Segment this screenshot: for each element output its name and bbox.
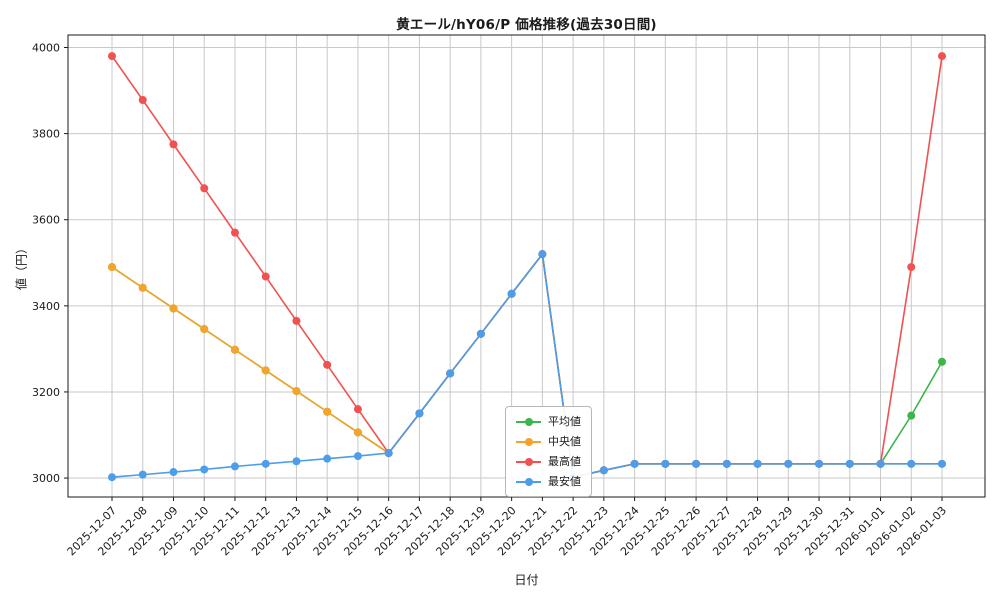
series-marker-min bbox=[476, 329, 485, 338]
series-marker-min bbox=[138, 470, 147, 479]
series-marker-min bbox=[845, 459, 854, 468]
series-marker-min bbox=[353, 452, 362, 461]
series-marker-max bbox=[907, 263, 916, 272]
series-marker-min bbox=[876, 459, 885, 468]
series-marker-min bbox=[661, 459, 670, 468]
y-axis-label: 値（円） bbox=[14, 241, 29, 291]
plot-border bbox=[67, 34, 986, 498]
y-tick-label: 3800 bbox=[32, 128, 60, 141]
series-marker-max bbox=[323, 360, 332, 369]
series-marker-min bbox=[292, 457, 301, 466]
legend-item-max: 最高値 bbox=[516, 453, 581, 470]
series-marker-max bbox=[292, 316, 301, 325]
series-min bbox=[108, 250, 946, 482]
series-marker-max bbox=[169, 140, 178, 149]
series-marker-min bbox=[507, 289, 516, 298]
series-marker-median bbox=[169, 304, 178, 313]
series-marker-min bbox=[261, 459, 270, 468]
series-marker-min bbox=[169, 468, 178, 477]
series-marker-median bbox=[323, 407, 332, 416]
series-marker-min bbox=[692, 459, 701, 468]
series-marker-median bbox=[353, 428, 362, 437]
series-marker-median bbox=[292, 387, 301, 396]
x-axis-label: 日付 bbox=[514, 573, 539, 587]
series-marker-median bbox=[108, 263, 116, 272]
series-marker-min bbox=[538, 250, 547, 259]
series-marker-min bbox=[753, 459, 762, 468]
series-marker-min bbox=[446, 369, 455, 378]
legend-label-min: 最安値 bbox=[548, 475, 581, 488]
legend-item-mean: 平均値 bbox=[516, 413, 581, 430]
series-marker-median bbox=[138, 283, 147, 292]
y-tick-label: 3200 bbox=[32, 386, 60, 399]
series-marker-min bbox=[599, 466, 608, 475]
series-marker-max bbox=[108, 52, 116, 61]
grid-lines bbox=[68, 35, 985, 497]
series-marker-min bbox=[784, 459, 793, 468]
y-tick-label: 3600 bbox=[32, 214, 60, 227]
series-marker-median bbox=[200, 325, 209, 334]
legend-item-min: 最安値 bbox=[516, 473, 581, 490]
series-marker-min bbox=[815, 459, 824, 468]
series-marker-median bbox=[230, 345, 239, 354]
series-marker-min bbox=[722, 459, 731, 468]
series-marker-min bbox=[384, 449, 393, 458]
series-marker-min bbox=[907, 459, 916, 468]
legend-label-median: 中央値 bbox=[548, 435, 581, 448]
y-tick-label: 4000 bbox=[32, 41, 60, 54]
series-marker-min bbox=[415, 409, 424, 418]
series-marker-min bbox=[323, 454, 332, 463]
y-tick-label: 3400 bbox=[32, 300, 60, 313]
series-marker-min bbox=[230, 462, 239, 471]
series-marker-median bbox=[261, 366, 270, 375]
series-marker-max bbox=[230, 228, 239, 237]
series-marker-max bbox=[261, 272, 270, 281]
legend: 平均値 中央値 最高値 最安値 bbox=[505, 406, 592, 497]
legend-line-marker-icon bbox=[516, 437, 541, 447]
series-marker-max bbox=[200, 184, 209, 193]
series-marker-max bbox=[938, 52, 946, 61]
series-marker-min bbox=[108, 473, 116, 482]
legend-item-median: 中央値 bbox=[516, 433, 581, 450]
y-tick-label: 3000 bbox=[32, 472, 60, 485]
series-line-min bbox=[111, 253, 942, 478]
series-marker-max bbox=[138, 96, 147, 105]
series-marker-min bbox=[938, 459, 946, 468]
axis-ticks-and-labels: 3000320034003600380040002025-12-072025-1… bbox=[32, 41, 949, 558]
legend-line-marker-icon bbox=[516, 477, 541, 487]
series-marker-min bbox=[200, 465, 209, 474]
legend-label-max: 最高値 bbox=[548, 455, 581, 468]
series-marker-mean bbox=[938, 357, 946, 366]
legend-label-mean: 平均値 bbox=[548, 415, 581, 428]
series-marker-mean bbox=[907, 411, 916, 420]
legend-line-marker-icon bbox=[516, 457, 541, 467]
series-marker-min bbox=[630, 459, 639, 468]
chart-title: 黄エール/hY06/P 価格推移(過去30日間) bbox=[396, 17, 657, 33]
series-marker-max bbox=[353, 405, 362, 414]
legend-line-marker-icon bbox=[516, 417, 541, 427]
